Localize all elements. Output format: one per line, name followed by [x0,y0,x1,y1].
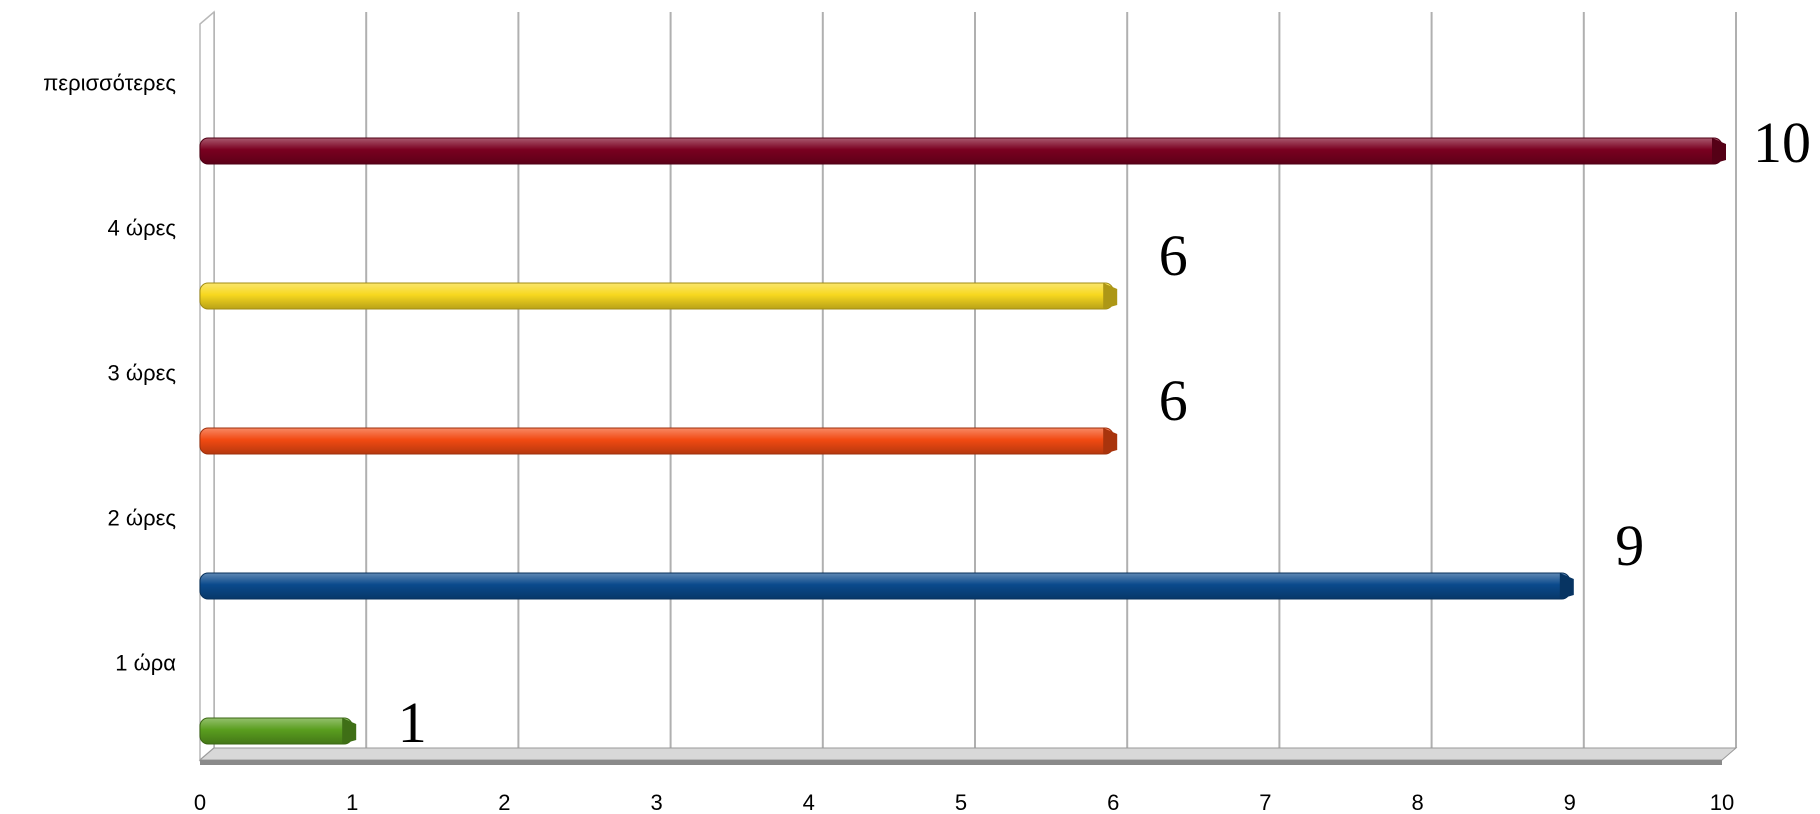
bar-end-cap [1103,428,1118,454]
x-tick-label: 6 [1107,790,1119,814]
category-label: 2 ώρες [108,505,176,530]
x-tick-label: 0 [194,790,206,814]
bar [199,572,1571,600]
bar [199,427,1114,455]
x-tick-label: 4 [803,790,815,814]
axes [198,10,1738,765]
category-label: περισσότερες [43,70,176,95]
category-label: 3 ώρες [108,360,176,385]
bars [199,137,1726,745]
x-tick-label: 2 [498,790,510,814]
data-label: 1 [398,690,427,755]
bar-end-cap [342,718,357,744]
bar [199,717,353,745]
gridlines [213,12,1737,748]
x-tick-label: 9 [1564,790,1576,814]
x-tick-label: 1 [346,790,358,814]
x-tick-label: 10 [1710,790,1734,814]
bar-end-cap [1103,283,1118,309]
data-label: 6 [1159,223,1188,288]
bar-end-cap [1559,573,1574,599]
labels: 0 1 2 3 4 5 6 7 8 9 10 1 ώρα 1 2 ώρες 9 3 ώρες 6 4 ώρες 6 π… [43,70,1811,814]
data-label: 10 [1753,110,1811,175]
side-wall [199,10,215,762]
data-label: 6 [1159,368,1188,433]
category-label: 1 ώρα [115,650,176,675]
bar [199,137,1723,165]
bar [199,282,1114,310]
x-tick-label: 8 [1411,790,1423,814]
x-tick-label: 5 [955,790,967,814]
floor-top [198,747,1738,761]
floor-front [200,760,1722,765]
category-label: 4 ώρες [108,215,176,240]
data-label: 9 [1615,513,1644,578]
x-tick-label: 7 [1259,790,1271,814]
bar-end-cap [1712,138,1726,164]
x-tick-label: 3 [650,790,662,814]
